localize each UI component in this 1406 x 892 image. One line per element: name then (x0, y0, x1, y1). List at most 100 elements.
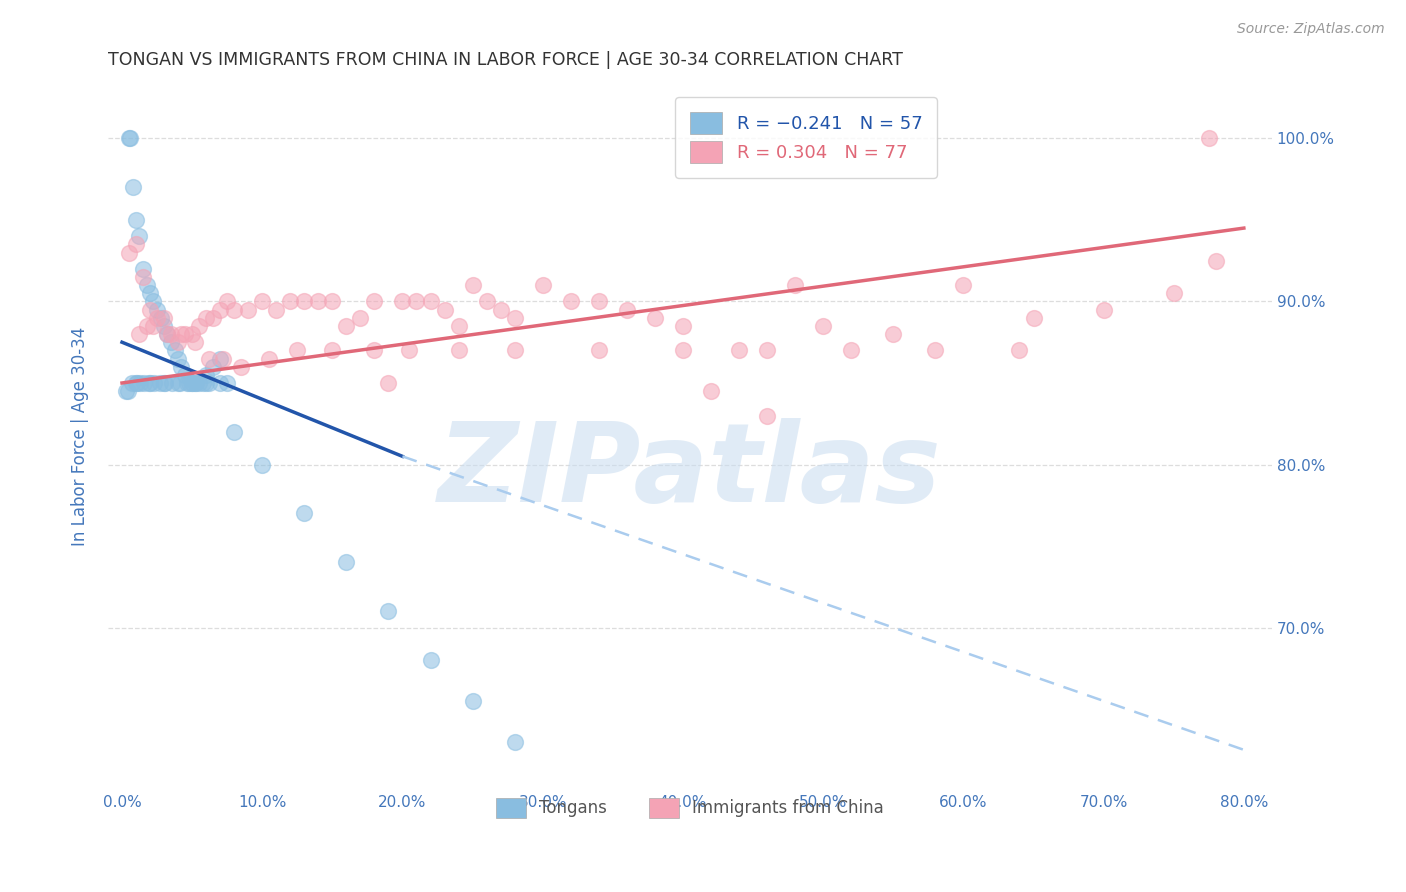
Point (285, 343, 308, 358)
Point (181, 376, 204, 390)
Point (349, 310, 371, 325)
Point (198, 376, 221, 390)
Point (278, 294, 301, 309)
Point (588, 343, 610, 358)
Point (209, 302, 232, 317)
Point (153, 318, 176, 333)
Point (882, 327, 904, 342)
Point (405, 294, 427, 309)
Point (162, 376, 184, 390)
Point (264, 302, 287, 317)
Point (785, 278, 807, 293)
Point (419, 294, 441, 309)
Point (489, 302, 512, 317)
Point (139, 302, 162, 317)
Point (1092, 302, 1115, 317)
Point (461, 278, 484, 293)
Point (252, 294, 274, 309)
Point (672, 318, 695, 333)
Point (952, 278, 974, 293)
Point (167, 351, 190, 366)
Point (129, 376, 152, 390)
Point (198, 351, 221, 366)
Point (307, 294, 329, 309)
Point (391, 294, 413, 309)
Point (153, 376, 176, 390)
Point (217, 294, 239, 309)
Point (170, 327, 193, 342)
Point (142, 294, 165, 309)
Point (160, 335, 183, 350)
Point (188, 318, 211, 333)
Point (224, 425, 246, 439)
Point (195, 376, 218, 390)
Point (139, 376, 162, 390)
Point (503, 734, 526, 748)
Point (209, 351, 232, 366)
Point (149, 376, 172, 390)
Point (231, 359, 253, 374)
Point (174, 368, 197, 382)
Point (1022, 310, 1045, 325)
Point (125, 237, 148, 252)
Text: TONGAN VS IMMIGRANTS FROM CHINA IN LABOR FORCE | AGE 30-34 CORRELATION CHART: TONGAN VS IMMIGRANTS FROM CHINA IN LABOR… (108, 51, 903, 69)
Point (150, 310, 173, 325)
Point (1205, 253, 1227, 268)
Point (134, 376, 156, 390)
Point (118, 131, 141, 145)
Point (195, 368, 218, 382)
Point (136, 318, 159, 333)
Point (700, 384, 723, 398)
Point (160, 327, 183, 342)
Point (672, 343, 695, 358)
Point (136, 278, 159, 293)
Point (115, 384, 138, 398)
Point (292, 507, 315, 521)
Point (117, 384, 139, 398)
Point (169, 376, 191, 390)
Point (202, 359, 225, 374)
Point (195, 310, 218, 325)
Point (224, 302, 246, 317)
Point (377, 376, 399, 390)
Point (461, 694, 484, 708)
Point (155, 376, 177, 390)
Point (153, 310, 176, 325)
Point (181, 376, 204, 390)
Point (132, 261, 155, 276)
Point (839, 343, 862, 358)
Point (170, 359, 193, 374)
Point (531, 278, 554, 293)
Point (292, 294, 315, 309)
Point (188, 376, 211, 390)
Point (138, 376, 160, 390)
Point (616, 302, 638, 317)
Point (122, 180, 145, 194)
Point (139, 286, 162, 301)
Point (193, 376, 215, 390)
Point (156, 327, 179, 342)
Point (125, 376, 148, 390)
Point (363, 343, 385, 358)
Point (167, 376, 190, 390)
Point (174, 327, 197, 342)
Y-axis label: In Labor Force | Age 30-34: In Labor Force | Age 30-34 (72, 326, 89, 546)
Point (419, 653, 441, 667)
Point (321, 343, 343, 358)
Point (335, 318, 357, 333)
Point (181, 327, 204, 342)
Point (259, 351, 281, 366)
Point (560, 294, 582, 309)
Point (238, 302, 260, 317)
Point (756, 343, 779, 358)
Point (128, 229, 150, 244)
Point (447, 343, 470, 358)
Point (335, 555, 357, 569)
Point (132, 270, 155, 285)
Point (179, 376, 201, 390)
Point (433, 302, 456, 317)
Point (252, 458, 274, 472)
Point (363, 294, 385, 309)
Point (644, 310, 666, 325)
Point (588, 294, 610, 309)
